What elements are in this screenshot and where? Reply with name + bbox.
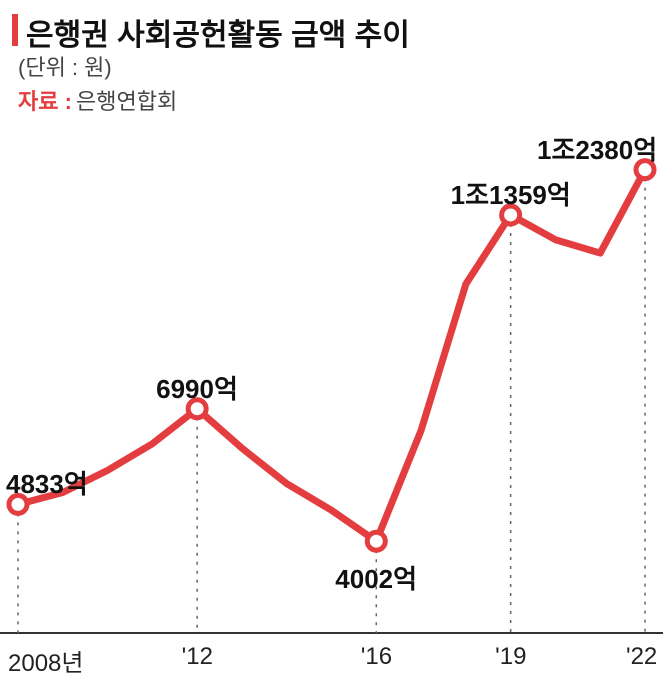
- data-callout: 1조1359억: [451, 175, 571, 212]
- chart-svg: [0, 0, 663, 691]
- x-axis-label: 2008년: [8, 643, 83, 678]
- line-chart: [0, 0, 663, 691]
- x-axis-label: '22: [626, 643, 657, 671]
- chart-container: 은행권 사회공헌활동 금액 추이 (단위 : 원) 자료 : 은행연합회 200…: [0, 0, 663, 691]
- data-callout: 4002억: [335, 559, 417, 596]
- data-callout: 6990억: [156, 369, 238, 406]
- x-axis-label: '12: [182, 643, 213, 671]
- x-axis-label: '16: [361, 643, 392, 671]
- x-axis-label: '19: [495, 643, 526, 671]
- data-callout: 1조2380억: [537, 130, 657, 167]
- data-callout: 4833억: [6, 464, 88, 501]
